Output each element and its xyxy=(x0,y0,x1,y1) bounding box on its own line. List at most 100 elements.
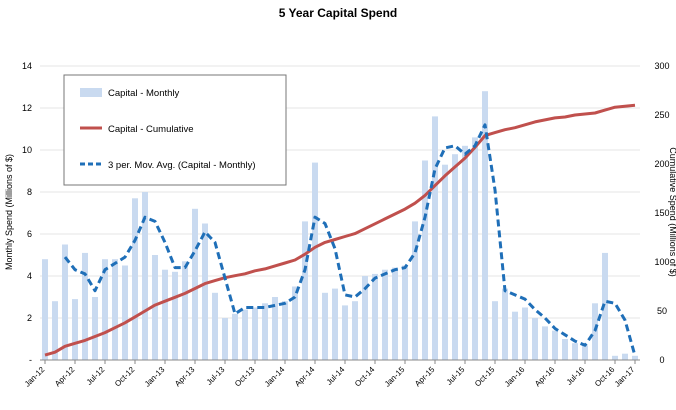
bar-monthly xyxy=(252,307,258,360)
bar-monthly xyxy=(382,269,388,360)
y-right-tick-label: 100 xyxy=(654,257,669,267)
bar-monthly xyxy=(402,265,408,360)
line-cumulative xyxy=(44,103,636,357)
bar-monthly xyxy=(132,198,138,360)
line-series-group xyxy=(44,103,637,357)
bar-monthly xyxy=(182,261,188,360)
legend: Capital - Monthly Capital - Cumulative 3… xyxy=(63,74,287,186)
x-tick-label: Apr-15 xyxy=(413,365,437,389)
bar-monthly xyxy=(452,154,458,360)
legend-swatch-monthly xyxy=(80,88,102,97)
y-axis-right-ticks: 0 50 100 150 200 250 300 xyxy=(654,61,669,365)
chart-title: 5 Year Capital Spend xyxy=(279,6,398,20)
bar-monthly xyxy=(492,301,498,360)
bar-monthly xyxy=(192,208,198,360)
y-right-tick-label: 50 xyxy=(657,306,667,316)
bar-monthly xyxy=(302,221,308,360)
bar-monthly xyxy=(592,303,598,360)
bar-monthly xyxy=(432,116,438,361)
bar-monthly xyxy=(212,292,218,360)
y-axis-right-label: Cumulative Spend (Millions of $) xyxy=(668,147,676,277)
x-tick-label: Jan-13 xyxy=(143,365,167,389)
y-left-tick-label: 14 xyxy=(22,61,32,71)
bar-monthly xyxy=(272,297,278,360)
bar-monthly xyxy=(462,145,468,360)
legend-label-moving-avg: 3 per. Mov. Avg. (Capital - Monthly) xyxy=(108,160,256,171)
bar-monthly xyxy=(362,276,368,360)
bar-monthly xyxy=(572,343,578,360)
x-tick-label: Oct-13 xyxy=(233,365,257,389)
x-tick-label: Jul-16 xyxy=(565,365,587,387)
bar-monthly xyxy=(142,192,148,360)
bar-monthly xyxy=(532,318,538,360)
y-left-tick-label: - xyxy=(29,355,32,365)
bars-series-monthly xyxy=(42,91,638,361)
x-tick-label: Oct-15 xyxy=(473,365,497,389)
y-axis-left-label: Monthly Spend (Millions of $) xyxy=(4,154,14,270)
x-tick-label: Jan-15 xyxy=(383,365,407,389)
bar-monthly xyxy=(442,164,448,360)
bar-monthly xyxy=(172,271,178,360)
bar-monthly xyxy=(612,355,618,360)
bar-monthly xyxy=(92,297,98,360)
y-left-tick-label: 4 xyxy=(27,271,32,281)
bar-monthly xyxy=(522,307,528,360)
bar-monthly xyxy=(562,339,568,360)
x-tick-label: Apr-12 xyxy=(53,365,77,389)
bar-monthly xyxy=(552,330,558,360)
bar-monthly xyxy=(352,301,358,360)
bar-monthly xyxy=(202,223,208,360)
x-tick-label: Jul-12 xyxy=(85,365,107,387)
bar-monthly xyxy=(312,162,318,360)
bar-monthly xyxy=(122,265,128,360)
bar-monthly xyxy=(292,286,298,360)
x-tick-label: Oct-16 xyxy=(593,365,617,389)
bar-monthly xyxy=(232,313,238,360)
y-left-tick-label: 8 xyxy=(27,187,32,197)
bar-monthly xyxy=(392,267,398,360)
y-right-tick-label: 150 xyxy=(654,208,669,218)
y-left-tick-label: 10 xyxy=(22,145,32,155)
bar-monthly xyxy=(282,301,288,360)
bar-monthly xyxy=(582,345,588,360)
y-right-tick-label: 300 xyxy=(654,61,669,71)
bar-monthly xyxy=(512,311,518,360)
bar-monthly xyxy=(342,305,348,360)
bar-monthly xyxy=(632,355,638,360)
x-tick-label: Jan-14 xyxy=(263,365,287,389)
bar-monthly xyxy=(112,259,118,360)
bar-monthly xyxy=(42,259,48,360)
bar-monthly xyxy=(332,288,338,360)
bar-monthly xyxy=(542,326,548,360)
x-tick-label: Oct-12 xyxy=(113,365,137,389)
bar-monthly xyxy=(622,353,628,360)
bar-monthly xyxy=(242,309,248,360)
y-left-tick-label: 6 xyxy=(27,229,32,239)
legend-label-cumulative: Capital - Cumulative xyxy=(108,124,194,135)
y-left-tick-label: 2 xyxy=(27,313,32,323)
bar-monthly xyxy=(502,288,508,360)
bar-monthly xyxy=(152,255,158,360)
bar-monthly xyxy=(222,318,228,360)
bar-monthly xyxy=(82,252,88,360)
y-left-tick-label: 12 xyxy=(22,103,32,113)
bar-monthly xyxy=(472,137,478,360)
x-tick-label: Oct-14 xyxy=(353,365,377,389)
bar-monthly xyxy=(422,160,428,360)
bar-monthly xyxy=(162,269,168,360)
x-tick-label: Apr-13 xyxy=(173,365,197,389)
y-axis-left-ticks: - 2 4 6 8 10 12 14 xyxy=(22,61,32,365)
bar-monthly xyxy=(602,252,608,360)
bar-monthly xyxy=(262,303,268,360)
bar-monthly xyxy=(52,301,58,360)
x-tick-label: Jul-15 xyxy=(445,365,467,387)
y-right-tick-label: 200 xyxy=(654,159,669,169)
bar-monthly xyxy=(102,259,108,360)
bar-monthly xyxy=(482,91,488,360)
y-right-tick-label: 250 xyxy=(654,110,669,120)
bar-monthly xyxy=(72,299,78,360)
bar-monthly xyxy=(372,273,378,360)
y-right-tick-label: 0 xyxy=(659,355,664,365)
x-tick-label: Jan-12 xyxy=(23,365,47,389)
